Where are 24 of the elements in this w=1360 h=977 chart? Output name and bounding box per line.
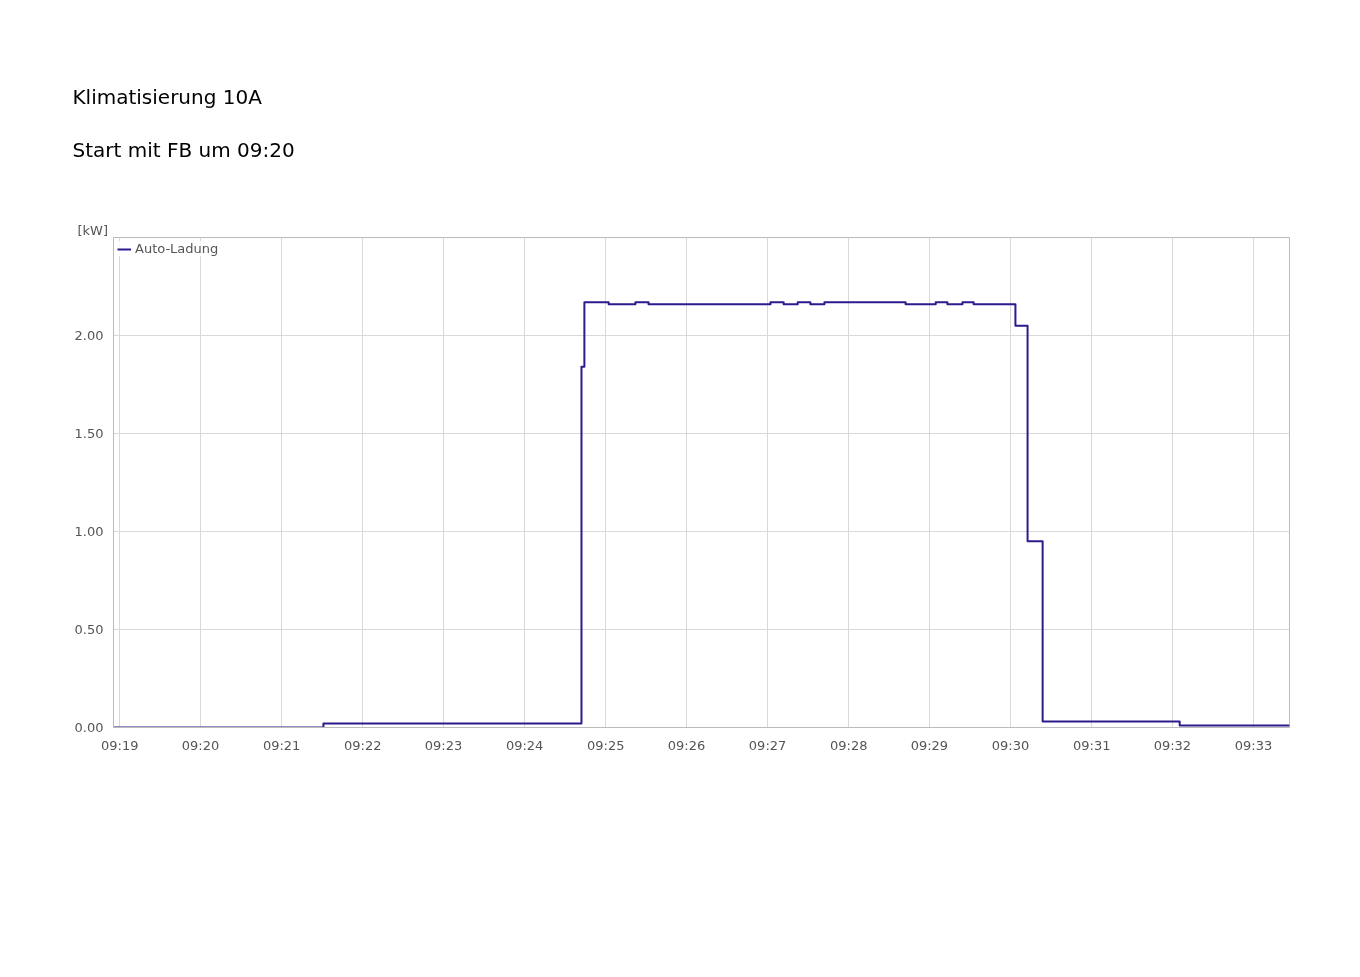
y-axis-title: [kW] [77, 222, 109, 238]
x-tick-label: 09:30 [991, 737, 1030, 753]
x-tick-label: 09:21 [262, 737, 301, 753]
x-tick-label: 09:23 [424, 737, 463, 753]
y-tick-label: 2.00 [74, 328, 104, 343]
x-tick-label: 09:20 [181, 737, 220, 753]
x-tick-label: 09:27 [748, 737, 787, 753]
x-tick-label: 09:26 [667, 737, 706, 753]
x-tick-label: 09:22 [344, 737, 382, 753]
chart-title: Klimatisierung 10A [72, 85, 263, 109]
y-tick-label: 1.50 [74, 426, 104, 441]
x-tick-label: 09:28 [830, 737, 868, 753]
chart-subtitle: Start mit FB um 09:20 [72, 138, 295, 162]
x-tick-label: 09:32 [1153, 737, 1192, 753]
x-tick-label: 09:33 [1234, 737, 1273, 753]
x-tick-label: 09:25 [587, 737, 625, 753]
y-tick-label: 1.00 [74, 524, 104, 539]
x-tick-label: 09:19 [101, 737, 139, 753]
x-tick-label: 09:29 [910, 737, 949, 753]
x-tick-label: 09:31 [1072, 737, 1111, 753]
x-tick-label: 09:24 [505, 737, 544, 753]
y-tick-label: 0.00 [74, 720, 104, 735]
legend-label: Auto-Ladung [135, 241, 219, 256]
y-tick-label: 0.50 [74, 622, 104, 637]
